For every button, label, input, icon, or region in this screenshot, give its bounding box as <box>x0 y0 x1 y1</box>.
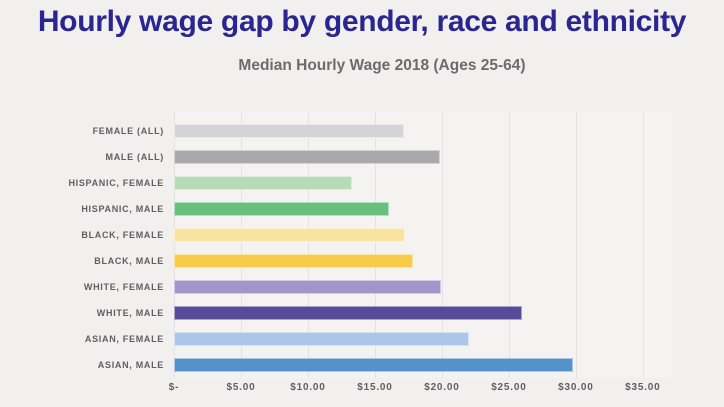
category-label-black-female: BLACK, FEMALE <box>81 230 164 240</box>
bar-white-female <box>174 280 441 294</box>
chart-row-white-male: WHITE, MALE <box>0 300 724 326</box>
gridline-20 <box>441 112 443 378</box>
category-label-hispanic-male: HISPANIC, MALE <box>81 204 164 214</box>
bar-black-female <box>174 228 406 242</box>
x-tick-label-30: $30.00 <box>558 382 594 393</box>
category-label-hispanic-female: HISPANIC, FEMALE <box>68 178 164 188</box>
chart-row-black-male: BLACK, MALE <box>0 248 724 274</box>
gridline-10 <box>307 112 309 378</box>
chart-row-hispanic-female: HISPANIC, FEMALE <box>0 170 724 196</box>
gridline-5 <box>240 112 242 378</box>
bar-black-male <box>174 254 414 268</box>
x-tick-label-25: $25.00 <box>491 382 527 393</box>
x-tick-label-0: $- <box>168 382 180 393</box>
bar-male-all <box>174 150 440 164</box>
chart-subtitle: Median Hourly Wage 2018 (Ages 25-64) <box>238 57 526 74</box>
bar-asian-male <box>174 358 574 372</box>
bar-hispanic-female <box>174 176 353 190</box>
x-tick-label-15: $15.00 <box>357 382 393 393</box>
x-tick-label-35: $35.00 <box>625 382 661 393</box>
chart-row-asian-female: ASIAN, FEMALE <box>0 326 724 352</box>
chart-row-female-all: FEMALE (ALL) <box>0 118 724 144</box>
bar-female-all <box>174 124 404 138</box>
bar-rows: FEMALE (ALL) MALE (ALL) HISPANIC, FEMALE HI… <box>0 118 724 378</box>
bar-white-male <box>174 306 522 320</box>
x-tick-label-20: $20.00 <box>424 382 460 393</box>
gridline-35 <box>642 112 644 378</box>
page-title: Hourly wage gap by gender, race and ethn… <box>37 5 687 38</box>
bar-asian-female <box>174 332 469 346</box>
chart-row-male-all: MALE (ALL) <box>0 144 724 170</box>
category-label-asian-female: ASIAN, FEMALE <box>84 334 164 344</box>
category-label-white-male: WHITE, MALE <box>96 308 164 318</box>
chart-row-asian-male: ASIAN, MALE <box>0 352 724 378</box>
bar-hispanic-male <box>174 202 389 216</box>
category-label-male-all: MALE (ALL) <box>105 152 164 162</box>
chart-row-hispanic-male: HISPANIC, MALE <box>0 196 724 222</box>
gridline-30 <box>575 112 577 378</box>
category-label-white-female: WHITE, FEMALE <box>83 282 164 292</box>
chart-row-white-female: WHITE, FEMALE <box>0 274 724 300</box>
category-label-asian-male: ASIAN, MALE <box>97 360 164 370</box>
gridline-15 <box>374 112 376 378</box>
gridline-25 <box>508 112 510 378</box>
x-tick-label-5: $5.00 <box>226 382 256 393</box>
x-tick-label-10: $10.00 <box>290 382 326 393</box>
chart-row-black-female: BLACK, FEMALE <box>0 222 724 248</box>
x-axis: $- $5.00 $10.00 $15.00 $20.00 $25.00 $30.00 $35… <box>169 382 673 398</box>
category-label-female-all: FEMALE (ALL) <box>92 126 164 136</box>
category-label-black-male: BLACK, MALE <box>94 256 164 266</box>
gridline-0 <box>174 112 175 378</box>
